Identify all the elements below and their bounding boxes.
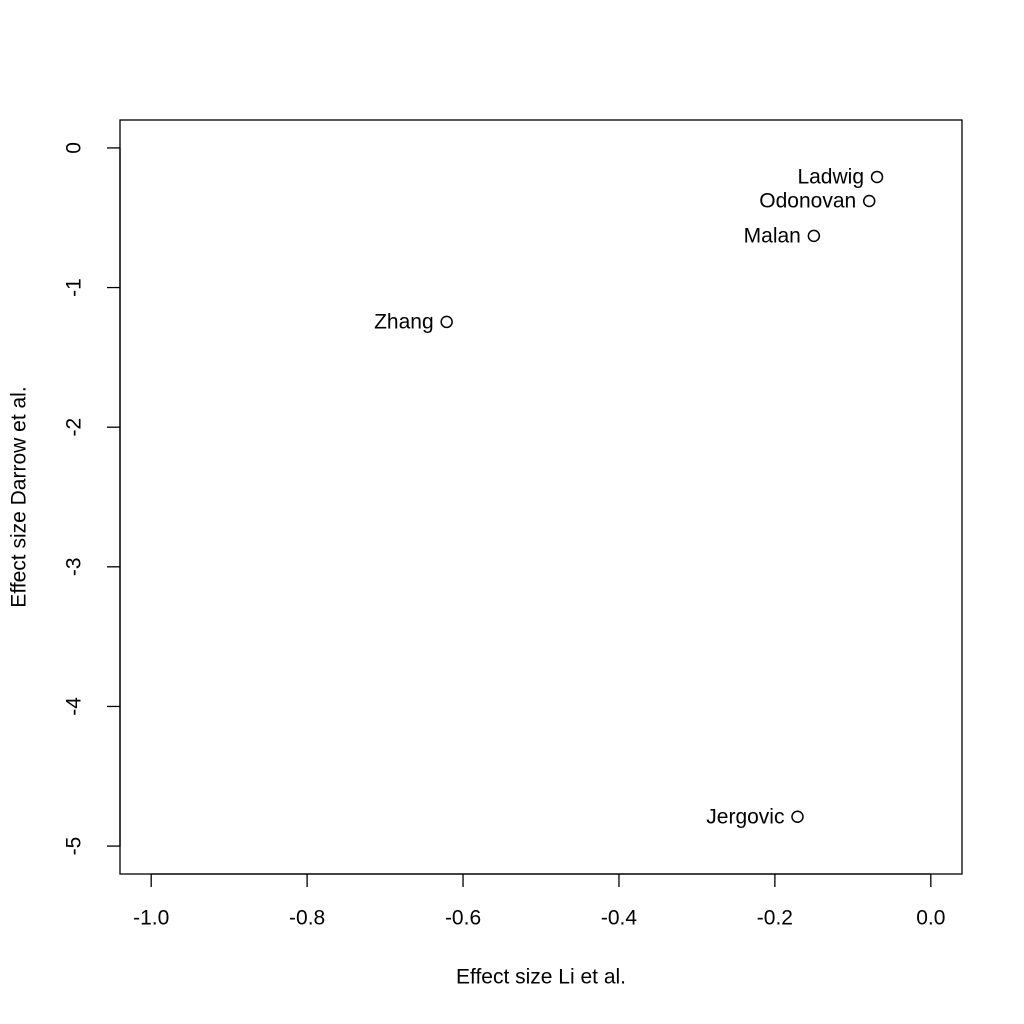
x-tick-label: -0.4 <box>601 907 638 930</box>
y-tick-label: -3 <box>63 557 86 576</box>
y-tick-label: -1 <box>63 278 86 297</box>
x-tick-label: -1.0 <box>133 907 169 930</box>
point-label: Jergovic <box>706 805 784 828</box>
x-tick-label: -0.8 <box>289 907 325 930</box>
point-label: Odonovan <box>759 190 856 213</box>
y-tick-label: -4 <box>63 697 86 716</box>
point <box>807 229 821 243</box>
y-axis-label: Effect size Darrow et al. <box>8 386 31 607</box>
point <box>791 810 804 824</box>
y-tick-label: -2 <box>63 418 86 437</box>
point-label: Malan <box>744 224 801 247</box>
plot-box <box>119 119 963 875</box>
y-tick-label: -5 <box>63 837 86 856</box>
point <box>440 315 453 329</box>
point-label: Ladwig <box>797 166 864 189</box>
x-axis-label: Effect size Li et al. <box>456 966 626 989</box>
x-tick-label: -0.2 <box>757 907 793 930</box>
x-tick-label: -0.6 <box>445 907 481 930</box>
x-tick-label: 0.0 <box>916 907 945 930</box>
point-label: Zhang <box>374 310 434 333</box>
point <box>870 170 884 184</box>
point <box>862 194 876 208</box>
y-tick-label: 0 <box>63 142 86 154</box>
